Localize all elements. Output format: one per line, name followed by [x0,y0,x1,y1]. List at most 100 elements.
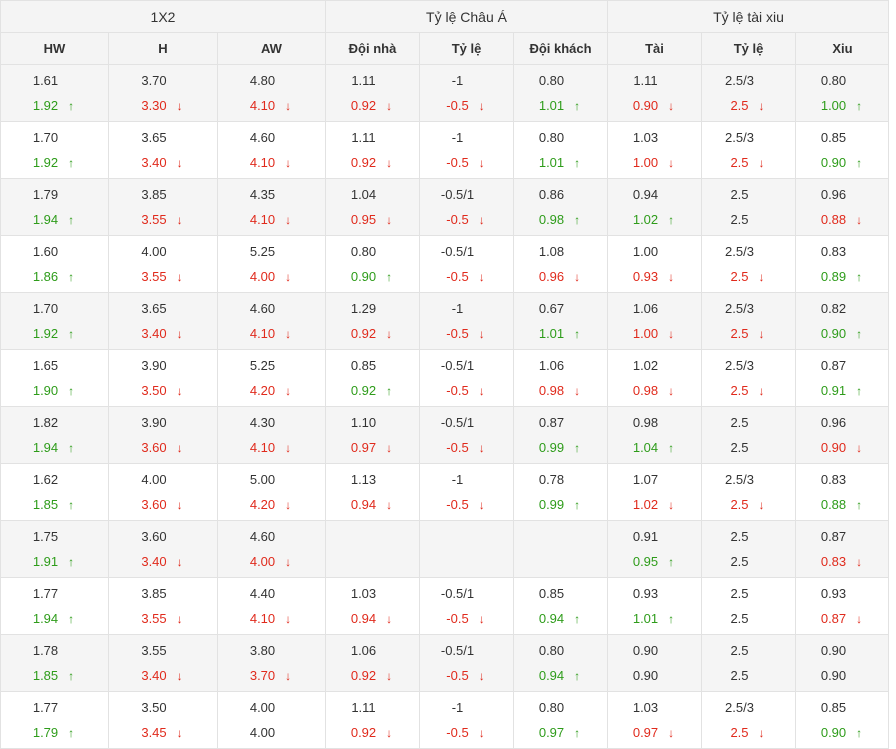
odds-cell[interactable]: 0.86 0.98 ↑ [513,178,608,236]
odds-cell[interactable]: 0.87 0.99 ↑ [513,406,608,464]
table-row[interactable]: 1.70 1.92 ↑ 3.65 3.40 ↓ 4.60 4.10 ↓ 1.29 0.92 ↓… [0,292,890,350]
odds-cell[interactable]: 4.35 4.10 ↓ [217,178,326,236]
odds-cell[interactable]: -0.5/1 -0.5 ↓ [419,577,514,635]
odds-cell[interactable]: 1.62 1.85 ↑ [0,463,109,521]
odds-cell[interactable]: 2.5 2.5 [701,178,796,236]
odds-cell[interactable]: 4.40 4.10 ↓ [217,577,326,635]
odds-cell[interactable]: 4.60 4.10 ↓ [217,121,326,179]
table-row[interactable]: 1.77 1.94 ↑ 3.85 3.55 ↓ 4.40 4.10 ↓ 1.03 0.94 ↓… [0,577,890,635]
odds-cell[interactable]: 0.83 0.89 ↑ [795,235,890,293]
odds-cell[interactable]: 1.06 0.92 ↓ [325,634,420,692]
odds-cell[interactable]: 0.87 0.91 ↑ [795,349,890,407]
odds-cell[interactable]: 1.06 0.98 ↓ [513,349,608,407]
odds-cell[interactable]: 0.78 0.99 ↑ [513,463,608,521]
odds-cell[interactable]: 3.65 3.40 ↓ [108,292,218,350]
odds-cell[interactable]: 0.93 0.87 ↓ [795,577,890,635]
odds-cell[interactable]: 3.50 3.45 ↓ [108,691,218,749]
odds-cell[interactable]: 0.67 1.01 ↑ [513,292,608,350]
odds-cell[interactable]: 1.11 0.90 ↓ [607,64,702,122]
odds-cell[interactable]: 2.5/3 2.5 ↓ [701,349,796,407]
odds-cell[interactable]: 0.80 1.01 ↑ [513,64,608,122]
odds-cell[interactable]: 1.77 1.79 ↑ [0,691,109,749]
odds-cell[interactable]: 5.25 4.00 ↓ [217,235,326,293]
odds-cell[interactable]: 1.03 0.94 ↓ [325,577,420,635]
odds-cell[interactable]: -0.5/1 -0.5 ↓ [419,178,514,236]
odds-cell[interactable]: 1.77 1.94 ↑ [0,577,109,635]
odds-cell[interactable]: 0.98 1.04 ↑ [607,406,702,464]
odds-cell[interactable]: 3.60 3.40 ↓ [108,520,218,578]
odds-cell[interactable]: 2.5 2.5 [701,406,796,464]
odds-cell[interactable]: 2.5/3 2.5 ↓ [701,64,796,122]
odds-cell[interactable]: 3.90 3.50 ↓ [108,349,218,407]
odds-cell[interactable]: 1.03 1.00 ↓ [607,121,702,179]
odds-cell[interactable]: 2.5 2.5 [701,634,796,692]
odds-cell[interactable]: 2.5/3 2.5 ↓ [701,292,796,350]
odds-cell[interactable]: -1 -0.5 ↓ [419,463,514,521]
odds-cell[interactable]: 1.02 0.98 ↓ [607,349,702,407]
odds-cell[interactable]: 4.80 4.10 ↓ [217,64,326,122]
odds-cell[interactable]: 1.06 1.00 ↓ [607,292,702,350]
odds-cell[interactable]: -0.5/1 -0.5 ↓ [419,634,514,692]
odds-cell[interactable]: 1.08 0.96 ↓ [513,235,608,293]
odds-cell[interactable]: 0.80 0.97 ↑ [513,691,608,749]
odds-cell[interactable]: -1 -0.5 ↓ [419,121,514,179]
odds-cell[interactable]: 4.60 4.00 ↓ [217,520,326,578]
odds-cell[interactable]: 1.03 0.97 ↓ [607,691,702,749]
odds-cell[interactable] [419,520,514,578]
odds-cell[interactable] [513,520,608,578]
odds-cell[interactable]: 3.85 3.55 ↓ [108,577,218,635]
odds-cell[interactable]: 0.80 1.00 ↑ [795,64,890,122]
odds-cell[interactable]: 1.61 1.92 ↑ [0,64,109,122]
odds-cell[interactable]: 4.00 3.55 ↓ [108,235,218,293]
odds-cell[interactable]: 0.85 0.92 ↑ [325,349,420,407]
odds-cell[interactable]: 0.82 0.90 ↑ [795,292,890,350]
odds-cell[interactable]: 1.70 1.92 ↑ [0,121,109,179]
odds-cell[interactable]: 0.85 0.90 ↑ [795,691,890,749]
odds-cell[interactable]: 1.04 0.95 ↓ [325,178,420,236]
table-row[interactable]: 1.70 1.92 ↑ 3.65 3.40 ↓ 4.60 4.10 ↓ 1.11 0.92 ↓… [0,121,890,179]
odds-cell[interactable]: 1.79 1.94 ↑ [0,178,109,236]
odds-cell[interactable]: 2.5/3 2.5 ↓ [701,121,796,179]
odds-cell[interactable]: 4.00 3.60 ↓ [108,463,218,521]
table-row[interactable]: 1.61 1.92 ↑ 3.70 3.30 ↓ 4.80 4.10 ↓ 1.11 0.92 ↓… [0,64,890,122]
odds-cell[interactable]: 1.07 1.02 ↓ [607,463,702,521]
odds-cell[interactable]: 3.85 3.55 ↓ [108,178,218,236]
odds-cell[interactable]: 0.90 0.90 [607,634,702,692]
scrollbar-edge[interactable] [888,0,896,749]
odds-cell[interactable]: 3.65 3.40 ↓ [108,121,218,179]
odds-cell[interactable]: -1 -0.5 ↓ [419,292,514,350]
odds-cell[interactable]: 0.96 0.88 ↓ [795,178,890,236]
odds-cell[interactable]: 0.80 1.01 ↑ [513,121,608,179]
table-row[interactable]: 1.77 1.79 ↑ 3.50 3.45 ↓ 4.00 4.00 1.11 0.92 ↓… [0,691,890,749]
odds-cell[interactable]: 0.83 0.88 ↑ [795,463,890,521]
odds-cell[interactable]: 0.96 0.90 ↓ [795,406,890,464]
odds-cell[interactable]: 2.5/3 2.5 ↓ [701,463,796,521]
odds-cell[interactable]: 0.87 0.83 ↓ [795,520,890,578]
odds-cell[interactable]: 0.93 1.01 ↑ [607,577,702,635]
odds-cell[interactable]: -0.5/1 -0.5 ↓ [419,406,514,464]
odds-cell[interactable]: 1.10 0.97 ↓ [325,406,420,464]
odds-cell[interactable]: 0.85 0.90 ↑ [795,121,890,179]
odds-cell[interactable]: 4.00 4.00 [217,691,326,749]
table-row[interactable]: 1.78 1.85 ↑ 3.55 3.40 ↓ 3.80 3.70 ↓ 1.06 0.92 ↓… [0,634,890,692]
odds-cell[interactable]: 0.80 0.90 ↑ [325,235,420,293]
odds-cell[interactable]: 0.91 0.95 ↑ [607,520,702,578]
odds-cell[interactable]: 1.11 0.92 ↓ [325,691,420,749]
table-row[interactable]: 1.60 1.86 ↑ 4.00 3.55 ↓ 5.25 4.00 ↓ 0.80 0.90 ↑… [0,235,890,293]
odds-cell[interactable]: 1.60 1.86 ↑ [0,235,109,293]
table-row[interactable]: 1.79 1.94 ↑ 3.85 3.55 ↓ 4.35 4.10 ↓ 1.04 0.95 ↓… [0,178,890,236]
odds-cell[interactable]: 5.00 4.20 ↓ [217,463,326,521]
table-row[interactable]: 1.65 1.90 ↑ 3.90 3.50 ↓ 5.25 4.20 ↓ 0.85 0.92 ↑… [0,349,890,407]
odds-cell[interactable]: 1.65 1.90 ↑ [0,349,109,407]
odds-cell[interactable]: -0.5/1 -0.5 ↓ [419,349,514,407]
odds-cell[interactable]: 2.5/3 2.5 ↓ [701,691,796,749]
odds-cell[interactable]: 3.80 3.70 ↓ [217,634,326,692]
odds-cell[interactable]: 1.82 1.94 ↑ [0,406,109,464]
odds-cell[interactable]: 1.75 1.91 ↑ [0,520,109,578]
odds-cell[interactable]: 2.5 2.5 [701,520,796,578]
odds-cell[interactable]: 0.90 0.90 [795,634,890,692]
odds-cell[interactable]: 1.70 1.92 ↑ [0,292,109,350]
odds-cell[interactable]: -0.5/1 -0.5 ↓ [419,235,514,293]
odds-cell[interactable]: -1 -0.5 ↓ [419,64,514,122]
odds-cell[interactable]: 1.00 0.93 ↓ [607,235,702,293]
